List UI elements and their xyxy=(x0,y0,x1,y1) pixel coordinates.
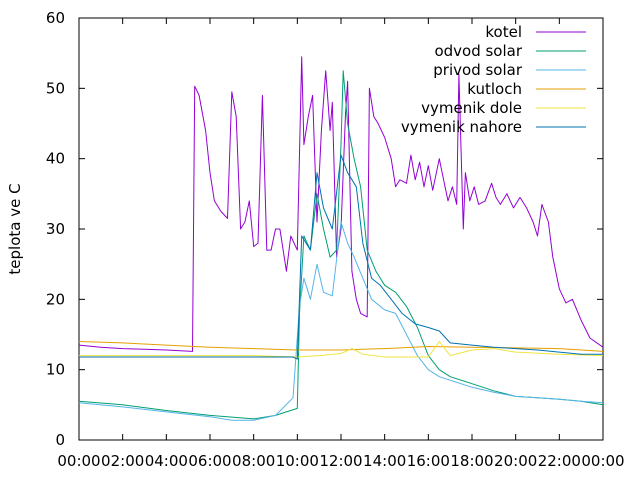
y-tick-label: 40 xyxy=(46,150,65,168)
x-tick-label: 18:00 xyxy=(450,452,493,470)
x-tick-label: 14:00 xyxy=(363,452,406,470)
legend-label: vymenik dole xyxy=(421,99,522,117)
y-axis-label: teplota ve C xyxy=(6,183,24,274)
x-tick-label: 04:00 xyxy=(145,452,188,470)
y-tick-label: 10 xyxy=(46,361,65,379)
x-tick-label: 16:00 xyxy=(407,452,450,470)
legend-label: kotel xyxy=(485,23,522,41)
series-line-kotel xyxy=(78,56,604,352)
x-tick-label: 00:00 xyxy=(57,452,100,470)
y-tick-label: 30 xyxy=(46,220,65,238)
y-tick-label: 0 xyxy=(55,431,65,449)
x-tick-label: 06:00 xyxy=(188,452,231,470)
legend-label: kutloch xyxy=(467,80,522,98)
legend-label: odvod solar xyxy=(434,42,522,60)
x-tick-label: 20:00 xyxy=(494,452,537,470)
series-lines xyxy=(78,56,604,421)
x-tick-label: 00:00 xyxy=(581,452,624,470)
series-line-kutloch xyxy=(78,341,604,352)
y-tick-label: 20 xyxy=(46,290,65,308)
legend-label: privod solar xyxy=(433,61,523,79)
y-tick-label: 60 xyxy=(46,9,65,27)
x-tick-label: 02:00 xyxy=(101,452,144,470)
x-tick-label: 08:00 xyxy=(232,452,275,470)
series-line-vymenik-nahore xyxy=(79,154,603,360)
x-tick-label: 10:00 xyxy=(276,452,319,470)
series-line-odvod-solar xyxy=(78,70,604,420)
y-tick-label: 50 xyxy=(46,79,65,97)
legend-label: vymenik nahore xyxy=(401,118,522,136)
series-line-privod-solar xyxy=(78,221,604,421)
x-tick-label: 12:00 xyxy=(319,452,362,470)
series-line-vymenik-dole xyxy=(79,341,604,358)
x-tick-label: 22:00 xyxy=(538,452,581,470)
